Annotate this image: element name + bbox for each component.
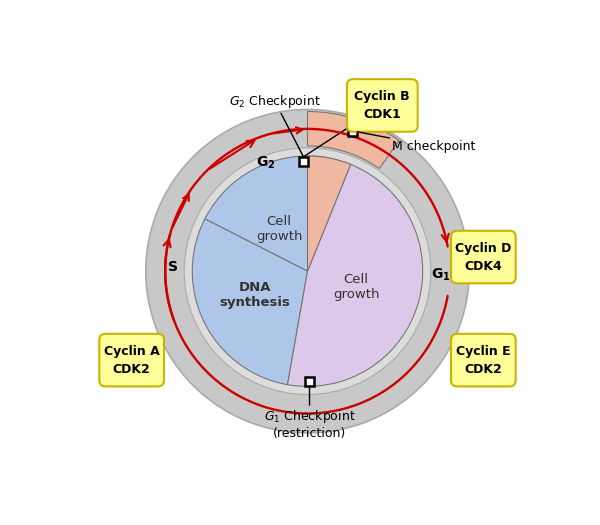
Bar [305,377,314,385]
Text: Cyclin A
CDK2: Cyclin A CDK2 [104,344,160,375]
Text: $\mathbf{G_1}$: $\mathbf{G_1}$ [431,267,451,284]
Text: Cell
growth: Cell growth [333,274,379,301]
Wedge shape [205,156,350,271]
FancyBboxPatch shape [451,231,515,284]
Wedge shape [308,111,399,169]
Text: M checkpoint: M checkpoint [357,132,476,153]
Text: Cyclin E
CDK2: Cyclin E CDK2 [456,344,511,375]
Text: Cyclin B
CDK1: Cyclin B CDK1 [355,90,410,121]
Bar [299,157,308,166]
Wedge shape [287,164,423,386]
Text: $G_1$ Checkpoint
(restriction): $G_1$ Checkpoint (restriction) [264,385,355,440]
FancyBboxPatch shape [347,79,418,132]
Circle shape [146,110,469,433]
Circle shape [184,148,431,394]
Text: DNA
synthesis: DNA synthesis [220,281,290,309]
FancyBboxPatch shape [451,334,515,386]
Text: $\mathbf{S}$: $\mathbf{S}$ [167,260,178,274]
Bar [349,128,357,136]
FancyBboxPatch shape [100,334,164,386]
Wedge shape [308,156,350,271]
Text: $G_2$ Checkpoint: $G_2$ Checkpoint [229,93,321,157]
Text: Cyclin D
CDK4: Cyclin D CDK4 [455,242,512,272]
Text: Cell
growth: Cell growth [256,215,302,243]
Wedge shape [192,219,308,385]
Text: $\mathbf{G_2}$: $\mathbf{G_2}$ [256,155,275,171]
